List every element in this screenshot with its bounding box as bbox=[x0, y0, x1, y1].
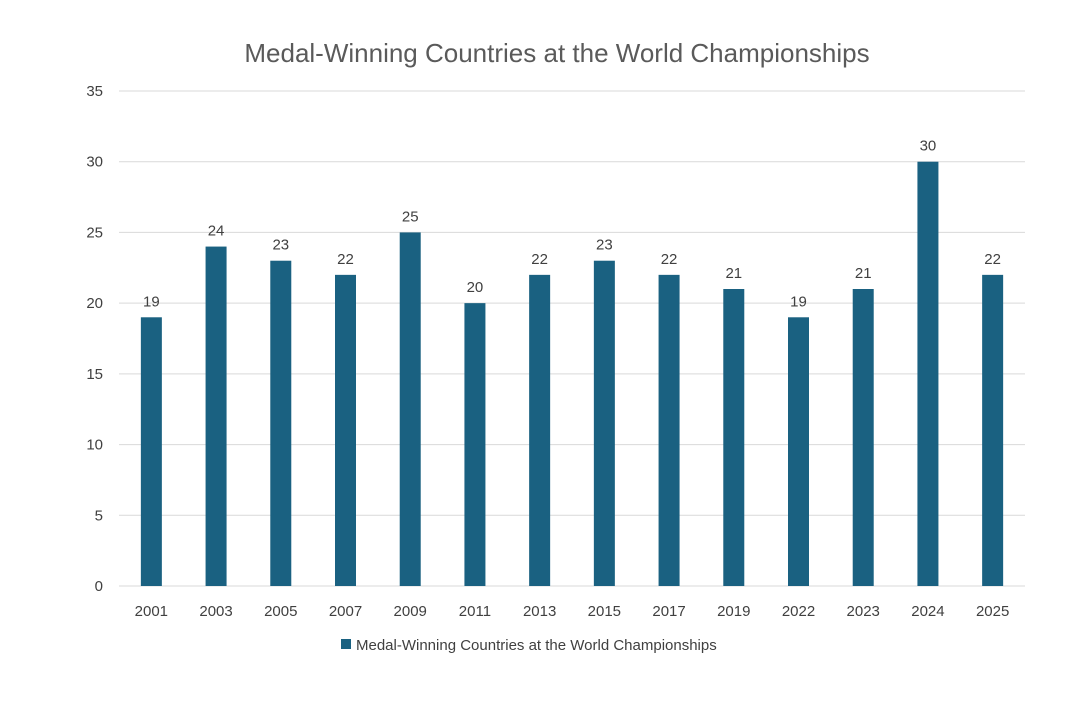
data-label: 22 bbox=[984, 251, 1001, 268]
legend: Medal-Winning Countries at the World Cha… bbox=[341, 637, 717, 654]
x-tick-label: 2007 bbox=[329, 603, 362, 620]
data-label: 19 bbox=[143, 293, 160, 310]
bars bbox=[140, 161, 1004, 587]
bar bbox=[399, 232, 421, 586]
x-tick-label: 2015 bbox=[588, 603, 621, 620]
x-tick-label: 2017 bbox=[652, 603, 685, 620]
bar bbox=[529, 274, 551, 586]
y-axis: 0 5 10 15 20 25 30 35 bbox=[86, 83, 103, 595]
x-tick-label: 2022 bbox=[782, 603, 815, 620]
y-tick-label: 35 bbox=[86, 83, 103, 100]
data-label: 22 bbox=[337, 251, 354, 268]
x-tick-label: 2005 bbox=[264, 603, 297, 620]
bar bbox=[205, 246, 227, 587]
x-tick-label: 2009 bbox=[394, 603, 427, 620]
y-tick-label: 0 bbox=[95, 578, 103, 595]
data-label: 20 bbox=[467, 279, 484, 296]
x-tick-label: 2001 bbox=[135, 603, 168, 620]
data-labels: 19 24 23 22 25 20 22 23 22 21 19 21 30 22 bbox=[143, 138, 1001, 311]
data-label: 21 bbox=[855, 265, 872, 282]
data-label: 19 bbox=[790, 293, 807, 310]
y-tick-label: 25 bbox=[86, 224, 103, 241]
bar bbox=[335, 274, 356, 586]
legend-swatch bbox=[341, 639, 351, 649]
x-tick-label: 2019 bbox=[717, 603, 750, 620]
bar bbox=[917, 161, 939, 586]
x-axis: 2001 2003 2005 2007 2009 2011 2013 2015 2017 2019… bbox=[135, 603, 1010, 620]
data-label: 23 bbox=[596, 237, 613, 254]
data-label: 22 bbox=[531, 251, 548, 268]
x-tick-label: 2003 bbox=[199, 603, 232, 620]
bar bbox=[464, 303, 486, 586]
bar bbox=[788, 317, 809, 586]
data-label: 25 bbox=[402, 208, 419, 225]
y-tick-label: 20 bbox=[86, 295, 103, 312]
data-label: 24 bbox=[208, 223, 225, 240]
x-tick-label: 2023 bbox=[847, 603, 880, 620]
gridlines bbox=[119, 90, 1025, 587]
bar bbox=[270, 260, 292, 586]
x-tick-label: 2011 bbox=[459, 603, 491, 620]
y-tick-label: 15 bbox=[86, 366, 103, 383]
bar bbox=[852, 289, 874, 586]
bar bbox=[723, 289, 745, 586]
x-tick-label: 2025 bbox=[976, 603, 1009, 620]
bar bbox=[140, 317, 162, 586]
data-label: 23 bbox=[272, 237, 289, 254]
x-tick-label: 2024 bbox=[911, 603, 944, 620]
x-tick-label: 2013 bbox=[523, 603, 556, 620]
data-label: 30 bbox=[920, 138, 937, 155]
y-tick-label: 30 bbox=[86, 154, 103, 171]
y-tick-label: 10 bbox=[86, 437, 103, 454]
data-label: 22 bbox=[661, 251, 678, 268]
bar bbox=[658, 274, 680, 586]
bar bbox=[982, 274, 1004, 586]
bar bbox=[593, 260, 615, 586]
y-tick-label: 5 bbox=[95, 507, 103, 524]
data-label: 21 bbox=[725, 265, 742, 282]
legend-label: Medal-Winning Countries at the World Cha… bbox=[356, 637, 717, 654]
chart-title: Medal-Winning Countries at the World Cha… bbox=[244, 38, 869, 68]
